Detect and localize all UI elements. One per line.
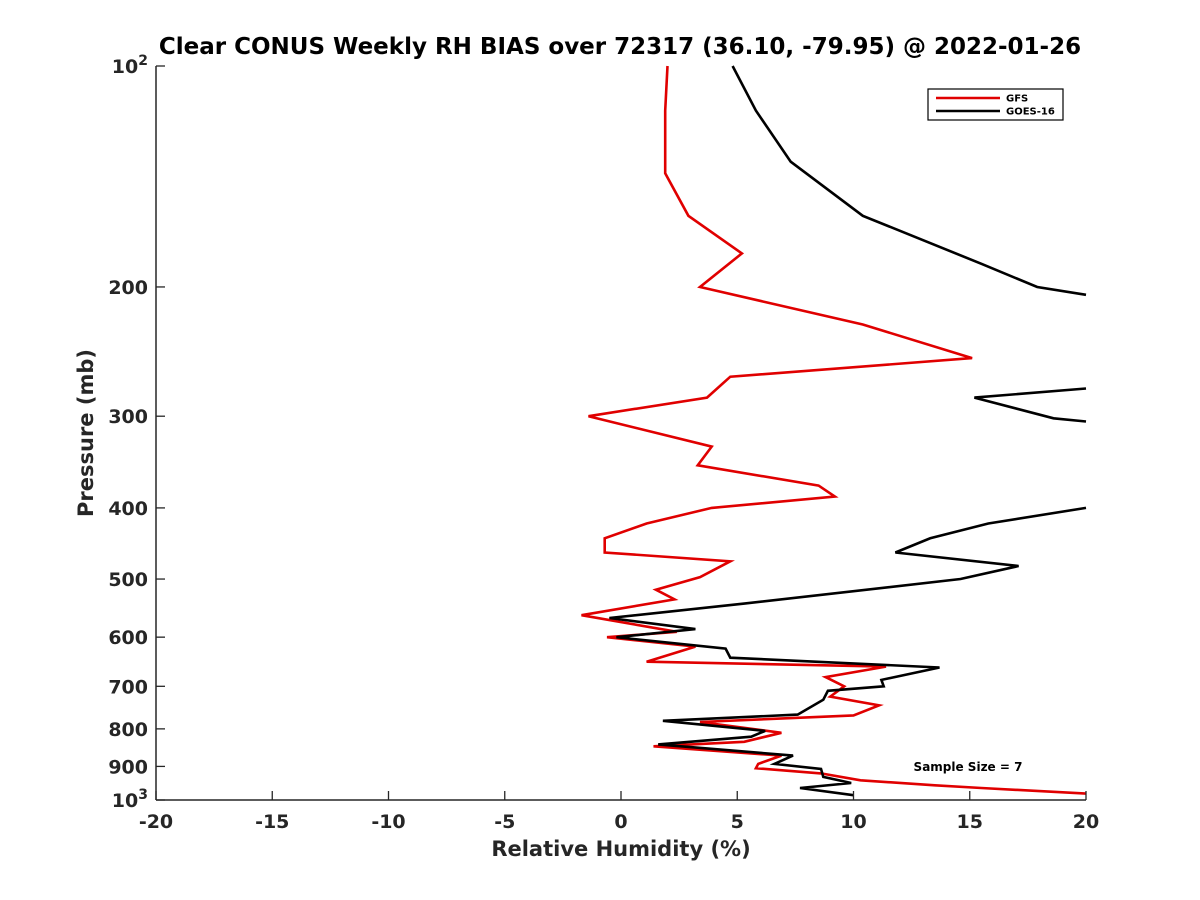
axes <box>155 66 1086 801</box>
x-axis-label: Relative Humidity (%) <box>491 837 750 861</box>
x-tick-label: -20 <box>139 811 173 833</box>
legend-label-gfs: GFS <box>1006 94 1028 105</box>
y-tick-label: 200 <box>108 277 148 299</box>
chart-title: Clear CONUS Weekly RH BIAS over 72317 (3… <box>159 34 1081 60</box>
series-line-gfs <box>581 65 1087 795</box>
y-tick-label: 700 <box>108 676 148 698</box>
y-tick-label: 900 <box>108 756 148 778</box>
x-tick-label: 0 <box>614 811 627 833</box>
x-tick-label: 15 <box>957 811 983 833</box>
x-tick-label: -15 <box>255 811 289 833</box>
plot-area <box>581 65 1087 797</box>
y-tick-label: 102 <box>112 53 148 78</box>
legend-box <box>927 88 1064 121</box>
y-tick-label: 300 <box>108 406 148 428</box>
y-axis-ticks: 102 200 300 400 500 600 700 800 900 103 <box>108 53 165 812</box>
x-tick-label: -10 <box>371 811 405 833</box>
legend: GFS GOES-16 <box>927 88 1064 121</box>
legend-label-goes16: GOES-16 <box>1006 107 1055 118</box>
x-tick-label: -5 <box>494 811 515 833</box>
x-tick-label: 5 <box>731 811 744 833</box>
sample-size-annotation: Sample Size = 7 <box>914 760 1023 774</box>
y-tick-label: 600 <box>108 627 148 649</box>
y-tick-label: 400 <box>108 498 148 520</box>
y-tick-label: 500 <box>108 569 148 591</box>
x-tick-label: 10 <box>840 811 866 833</box>
series-line-goes16 <box>609 65 1087 797</box>
y-tick-label: 103 <box>112 787 148 812</box>
y-tick-label: 800 <box>108 719 148 741</box>
x-tick-label: 20 <box>1073 811 1099 833</box>
x-axis-ticks: -20 -15 -10 -5 0 5 10 15 20 <box>139 791 1099 833</box>
y-axis-label: Pressure (mb) <box>74 349 98 517</box>
